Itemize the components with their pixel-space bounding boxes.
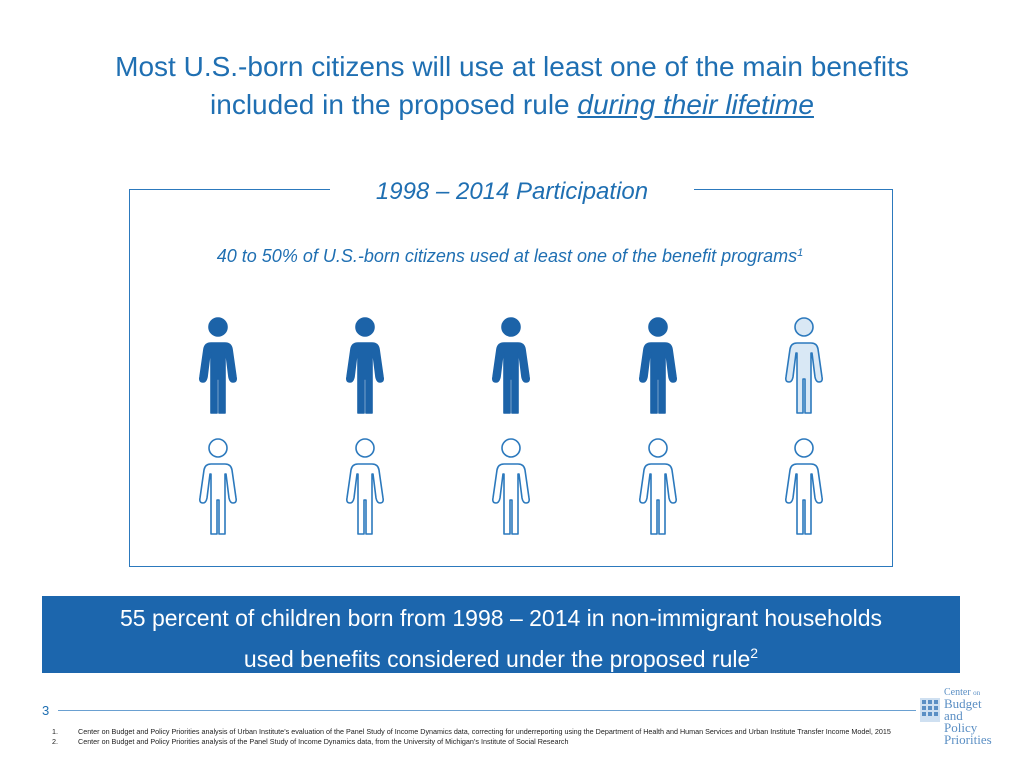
person-icon-filled xyxy=(631,315,685,415)
person-icon-filled xyxy=(338,315,392,415)
person-icon-outline xyxy=(631,436,685,536)
logo-text: Center on Budget and Policy Priorities xyxy=(944,688,992,747)
participation-heading: 1998 – 2014 Participation xyxy=(330,176,694,208)
person-icon-filled xyxy=(484,315,538,415)
person-icon-outline xyxy=(777,436,831,536)
footnote-2-number: 2. xyxy=(52,736,58,746)
title-emphasis: during their lifetime xyxy=(577,89,814,120)
cbpp-logo: Center on Budget and Policy Priorities xyxy=(918,688,992,746)
participation-subtitle-text: 40 to 50% of U.S.-born citizens used at … xyxy=(216,246,798,266)
footer-divider xyxy=(58,710,916,711)
slide-title: Most U.S.-born citizens will use at leas… xyxy=(40,48,984,124)
footnote-ref-1: 1 xyxy=(797,247,804,259)
person-icon-outline xyxy=(484,436,538,536)
person-icon-partial xyxy=(777,315,831,415)
person-icon-filled xyxy=(191,315,245,415)
title-line-2-prefix: included in the proposed rule xyxy=(210,89,578,120)
logo-line-3: and Policy xyxy=(944,708,978,735)
title-line-1: Most U.S.-born citizens will use at leas… xyxy=(115,51,909,82)
footnote-1-number: 1. xyxy=(52,727,58,736)
footnote-1-text: Center on Budget and Policy Priorities a… xyxy=(78,727,891,736)
children-callout: 55 percent of children born from 1998 – … xyxy=(42,596,960,673)
logo-grid-icon xyxy=(920,698,940,722)
person-icon-outline xyxy=(338,436,392,536)
logo-line-4: Priorities xyxy=(944,732,992,747)
footnote-2: 2. Center on Budget and Policy Prioritie… xyxy=(52,737,952,747)
participation-subtitle: 40 to 50% of U.S.-born citizens used at … xyxy=(130,246,890,267)
callout-line-2: used benefits considered under the propo… xyxy=(42,636,960,677)
page-number: 3 xyxy=(42,703,50,718)
logo-line-1: Center on xyxy=(944,688,992,698)
footnote-1: 1. Center on Budget and Policy Prioritie… xyxy=(52,727,952,737)
logo-center: Center xyxy=(944,687,971,698)
person-icon-outline xyxy=(191,436,245,536)
logo-on: on xyxy=(973,689,981,697)
footnote-2-text: Center on Budget and Policy Priorities a… xyxy=(78,736,569,746)
callout-line-1: 55 percent of children born from 1998 – … xyxy=(119,605,883,631)
title-line-2: included in the proposed rule during the… xyxy=(40,86,984,124)
footnotes: 1. Center on Budget and Policy Prioritie… xyxy=(52,727,952,746)
footnote-ref-2: 2 xyxy=(750,645,759,661)
logo-line-2: Budget xyxy=(944,696,982,711)
callout-line-2-text: used benefits considered under the propo… xyxy=(243,646,751,672)
